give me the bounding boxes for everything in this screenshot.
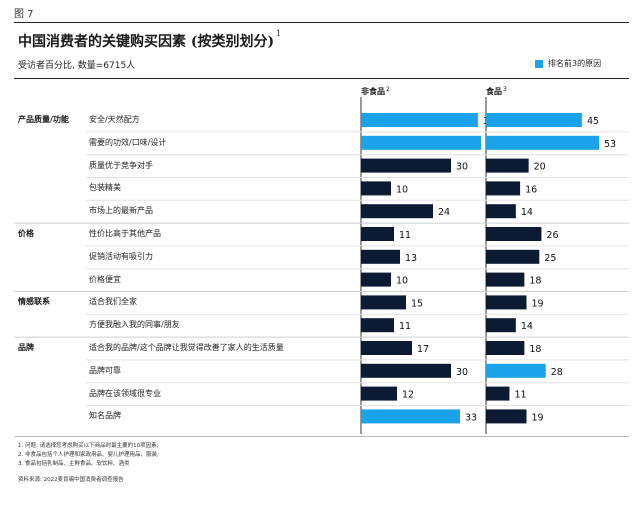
bar-nonfood	[361, 341, 412, 355]
data-label-food: 14	[521, 207, 533, 218]
factor-label: 品牌可靠	[89, 365, 121, 375]
top-rule	[14, 22, 629, 23]
bar-food	[486, 249, 540, 264]
factor-label: 价格便宜	[89, 274, 121, 284]
bar-nonfood	[361, 113, 478, 127]
data-label-food: 18	[529, 344, 541, 355]
data-label-nonfood: 12	[402, 390, 414, 401]
data-label-food: 20	[534, 162, 546, 173]
data-label-food: 28	[551, 367, 563, 378]
bar-food	[486, 113, 582, 127]
bar-food	[486, 318, 516, 333]
data-label-nonfood: 13	[405, 253, 417, 264]
category-label: 情感联系	[18, 297, 50, 307]
data-label-food: 16	[525, 184, 537, 195]
bar-nonfood	[361, 135, 481, 150]
figure-label: 图 7	[14, 9, 34, 20]
bottom-rule	[14, 436, 629, 437]
factor-label: 市场上的最新产品	[89, 206, 153, 216]
legend-swatch	[535, 59, 543, 68]
category-label: 产品质量/功能	[18, 115, 69, 124]
bar-nonfood	[361, 249, 400, 264]
bar-nonfood	[361, 204, 433, 219]
bar-food	[486, 386, 510, 401]
factor-label: 质量优于竞争对手	[89, 160, 153, 170]
bar-nonfood	[361, 295, 406, 310]
factor-label: 安全/天然配方	[89, 115, 140, 124]
data-label-nonfood: 24	[438, 207, 450, 218]
footnote-1: 1. 问题: 请选择您考虑购买以下商品时最主要的10项因素;	[18, 443, 159, 449]
data-label-food: 25	[544, 253, 556, 264]
data-label-food: 45	[587, 116, 599, 127]
bar-nonfood	[361, 409, 460, 424]
data-label-nonfood: 10	[396, 184, 408, 195]
factor-label: 适合我的品牌/这个品牌让我觉得改善了家人的生活质量	[89, 343, 284, 352]
title-footnote-marker: 1	[276, 29, 282, 38]
category-label: 品牌	[18, 343, 34, 352]
chart-subtitle: 受访者百分比, 数量=6715人	[18, 61, 136, 71]
footnote-3: 3. 食品包括乳制品、主鲜食品、软饮料、酒类	[18, 461, 130, 467]
header-rule	[14, 78, 629, 79]
data-label-food: 19	[532, 298, 544, 309]
legend-label: 排名前3的原因	[548, 59, 602, 68]
bar-nonfood	[361, 158, 451, 173]
data-label-food: 18	[529, 276, 541, 287]
factor-label: 适合我们全家	[89, 297, 137, 307]
legend: 排名前3的原因	[535, 58, 601, 69]
factor-label: 知名品牌	[89, 411, 121, 421]
bar-nonfood	[361, 363, 451, 378]
category-label: 价格	[18, 229, 34, 238]
bar-food	[486, 135, 599, 150]
data-label-nonfood: 15	[411, 298, 423, 309]
data-label-nonfood: 10	[396, 276, 408, 287]
bar-food	[486, 295, 527, 310]
bar-food	[486, 158, 529, 173]
data-label-nonfood: 11	[399, 230, 411, 241]
bar-food	[486, 204, 516, 219]
data-label-food: 19	[532, 412, 544, 423]
data-label-nonfood: 30	[456, 162, 468, 173]
data-label-nonfood: 30	[456, 367, 468, 378]
bar-food	[486, 363, 546, 378]
footnote-2: 2. 非食品包括个人护理和家政用品、婴儿护理用品、服装;	[18, 452, 159, 458]
bar-food	[486, 272, 525, 287]
source-note: 资料来源: 2022麦肯锡中国消费者调查报告	[18, 477, 124, 483]
chart-title: 中国消费者的关键购买因素 (按类别划分)1	[18, 29, 282, 50]
column-header-food: 食品3	[486, 86, 507, 96]
bar-nonfood	[361, 181, 391, 196]
data-label-nonfood: 33	[465, 412, 477, 423]
factor-label: 品牌在该领域很专业	[89, 388, 161, 398]
bar-nonfood	[361, 318, 394, 333]
bar-nonfood	[361, 227, 394, 241]
column-header-nonfood: 非食品2	[361, 86, 390, 96]
bar-food	[486, 341, 525, 355]
bar-food	[486, 181, 521, 196]
bar-nonfood	[361, 272, 391, 287]
factor-label: 方便我融入我的同事/朋友	[89, 320, 180, 330]
data-label-food: 11	[514, 390, 526, 401]
data-label-food: 14	[521, 321, 533, 332]
data-label-nonfood: 17	[417, 344, 429, 355]
factor-label: 性价比高于其他产品	[89, 229, 161, 238]
data-label-nonfood: 11	[399, 321, 411, 332]
data-label-food: 53	[604, 139, 616, 150]
bar-nonfood	[361, 386, 397, 401]
factor-label: 包装精美	[89, 183, 121, 193]
bar-food	[486, 409, 527, 424]
factor-label: 需要的功效/口味/设计	[89, 137, 167, 147]
factor-label: 促销活动有吸引力	[89, 251, 153, 261]
bar-food	[486, 227, 542, 241]
data-label-food: 26	[546, 230, 558, 241]
